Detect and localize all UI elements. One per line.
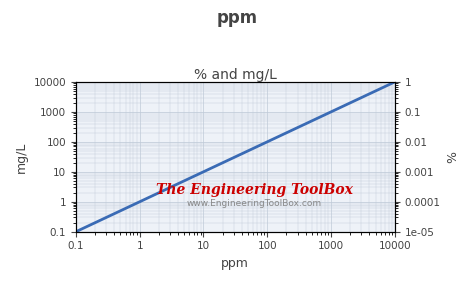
Text: www.EngineeringToolBox.com: www.EngineeringToolBox.com xyxy=(187,199,322,208)
Title: % and mg/L: % and mg/L xyxy=(194,68,277,82)
Y-axis label: %: % xyxy=(446,151,459,163)
Y-axis label: mg/L: mg/L xyxy=(15,141,28,172)
X-axis label: ppm: ppm xyxy=(221,257,249,270)
Text: The Engineering ToolBox: The Engineering ToolBox xyxy=(156,183,353,197)
Text: ppm: ppm xyxy=(217,9,257,27)
